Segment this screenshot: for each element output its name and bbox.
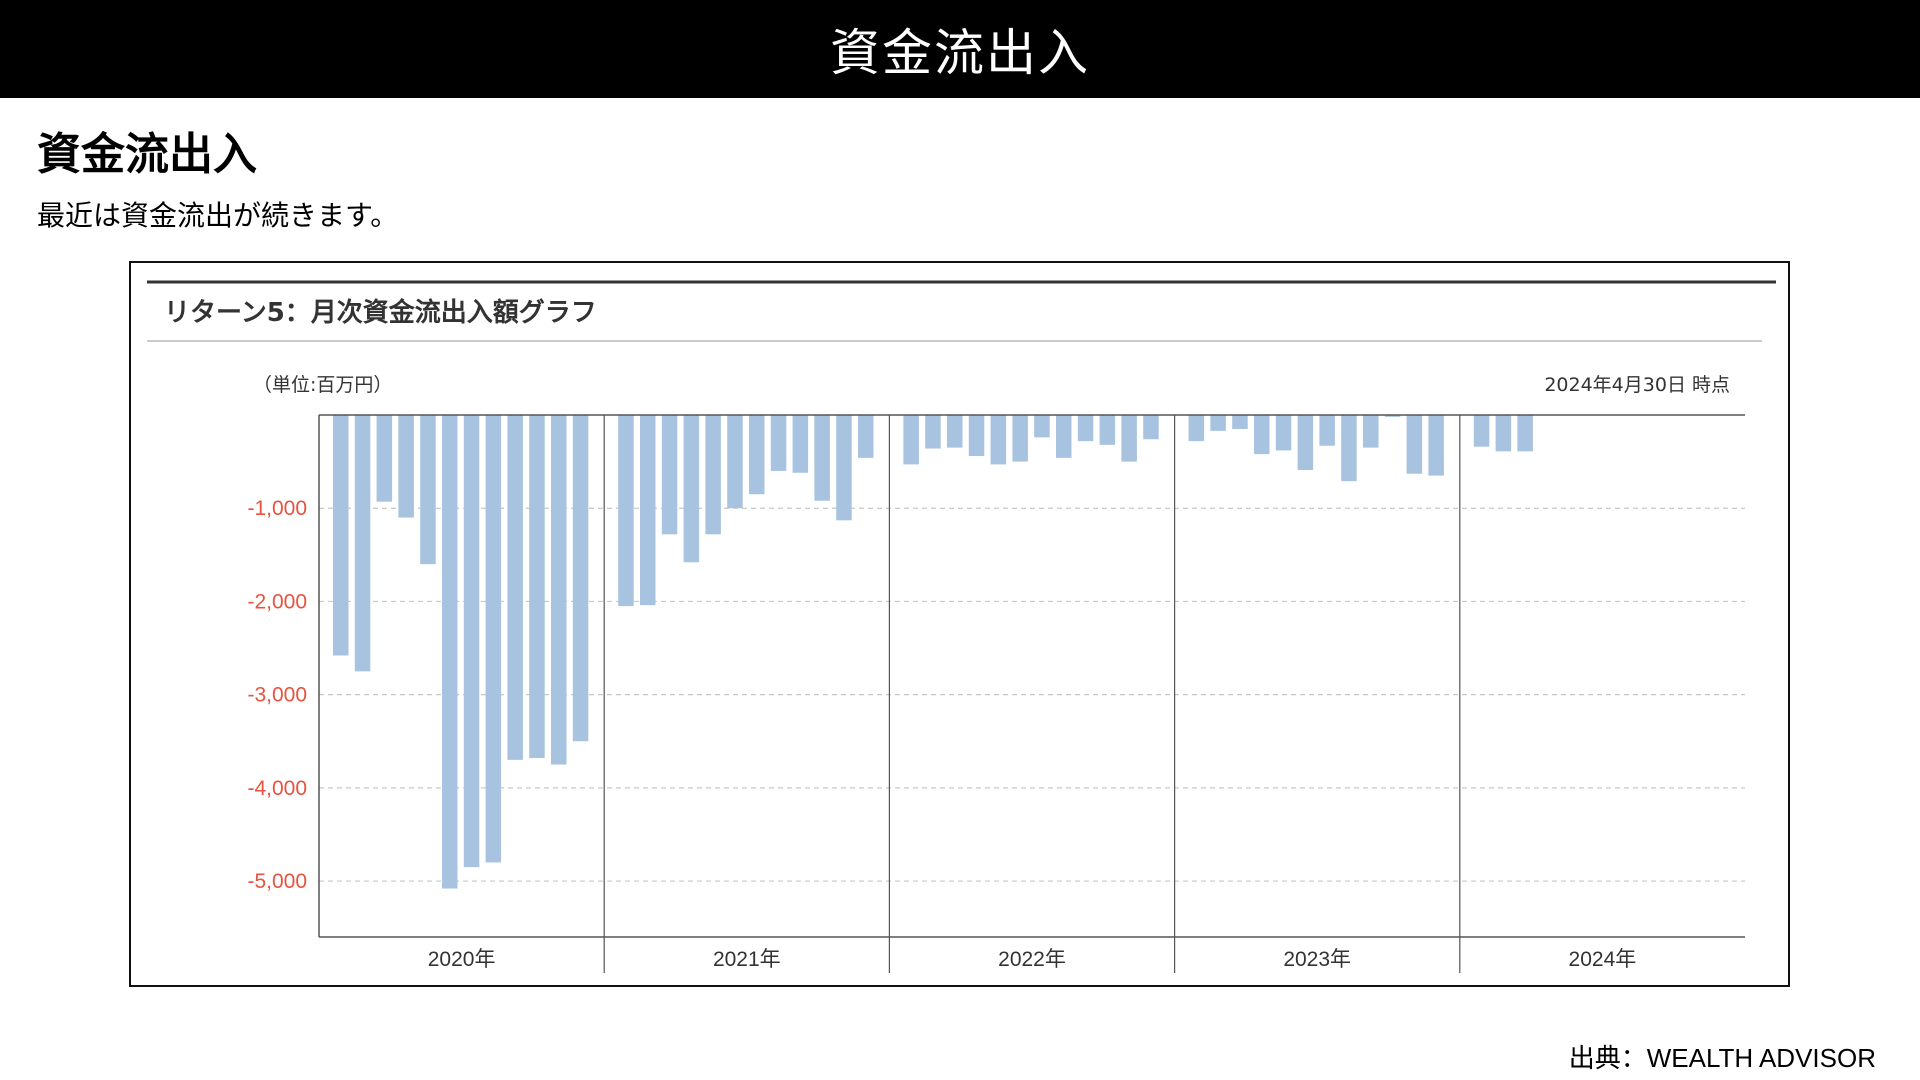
x-tick-label: 2024年 [1569,948,1637,971]
bar [1121,415,1137,462]
y-tick-label: -2,000 [247,590,307,613]
bar [442,415,458,889]
bar [858,415,874,458]
bar [376,415,393,502]
banner-title: 資金流出入 [0,0,1920,98]
bar [1099,415,1116,445]
y-tick-label: -4,000 [247,777,307,800]
x-tick-label: 2021年 [713,948,781,971]
bar [618,415,634,607]
bar [1473,415,1490,447]
bar [925,415,941,449]
bar [1012,415,1028,462]
y-tick-label: -1,000 [247,497,307,520]
bar [1319,415,1335,446]
bar [529,415,545,759]
bar [814,415,830,501]
bar [551,415,567,765]
bar [398,415,414,518]
unit-label: （単位:百万円） [253,374,392,396]
bar [1363,415,1379,448]
bar [727,415,743,509]
bar [572,415,589,742]
bar [1232,415,1248,429]
bar [485,415,502,863]
chart-panel: リターン5：月次資金流出入額グラフ （単位:百万円） 2024年4月30日 時点 -1… [129,261,1790,987]
as-of-label: 2024年4月30日 時点 [1544,374,1730,396]
bar [792,415,809,473]
bar [1428,415,1444,476]
chart-title: リターン5：月次資金流出入額グラフ [164,297,597,328]
bar [1517,415,1533,452]
bar [705,415,721,535]
bar [1406,415,1423,474]
y-tick-label: -5,000 [247,870,307,893]
bar [1034,415,1050,438]
chart-canvas: リターン5：月次資金流出入額グラフ （単位:百万円） 2024年4月30日 時点 -1… [147,280,1776,973]
bar [1056,415,1072,458]
bar [947,415,963,448]
x-tick-label: 2023年 [1283,948,1351,971]
bar [1077,415,1094,442]
x-tick-label: 2020年 [428,948,496,971]
bar [1188,415,1205,442]
bar [333,415,349,656]
bar [903,415,919,465]
source-credit: 出典：WEALTH ADVISOR [1568,1043,1876,1073]
bar [1341,415,1357,482]
bar [640,415,656,606]
bar [683,415,700,563]
bar [463,415,480,868]
bar [990,415,1007,465]
page-heading: 資金流出入 [37,129,257,180]
bar [420,415,436,565]
bar [836,415,852,521]
page-subtext: 最近は資金流出が続きます。 [37,199,399,232]
x-tick-label: 2022年 [998,948,1066,971]
bar [1143,415,1159,440]
bar [661,415,678,535]
bar [1495,415,1512,452]
bar [1254,415,1270,455]
bar [507,415,523,760]
bar [770,415,787,471]
bar [354,415,371,672]
y-tick-label: -3,000 [247,684,307,707]
bar [1297,415,1314,470]
bar [1275,415,1292,451]
bar [1210,415,1226,431]
bar [749,415,765,495]
bar [1384,415,1401,417]
bar [968,415,985,457]
